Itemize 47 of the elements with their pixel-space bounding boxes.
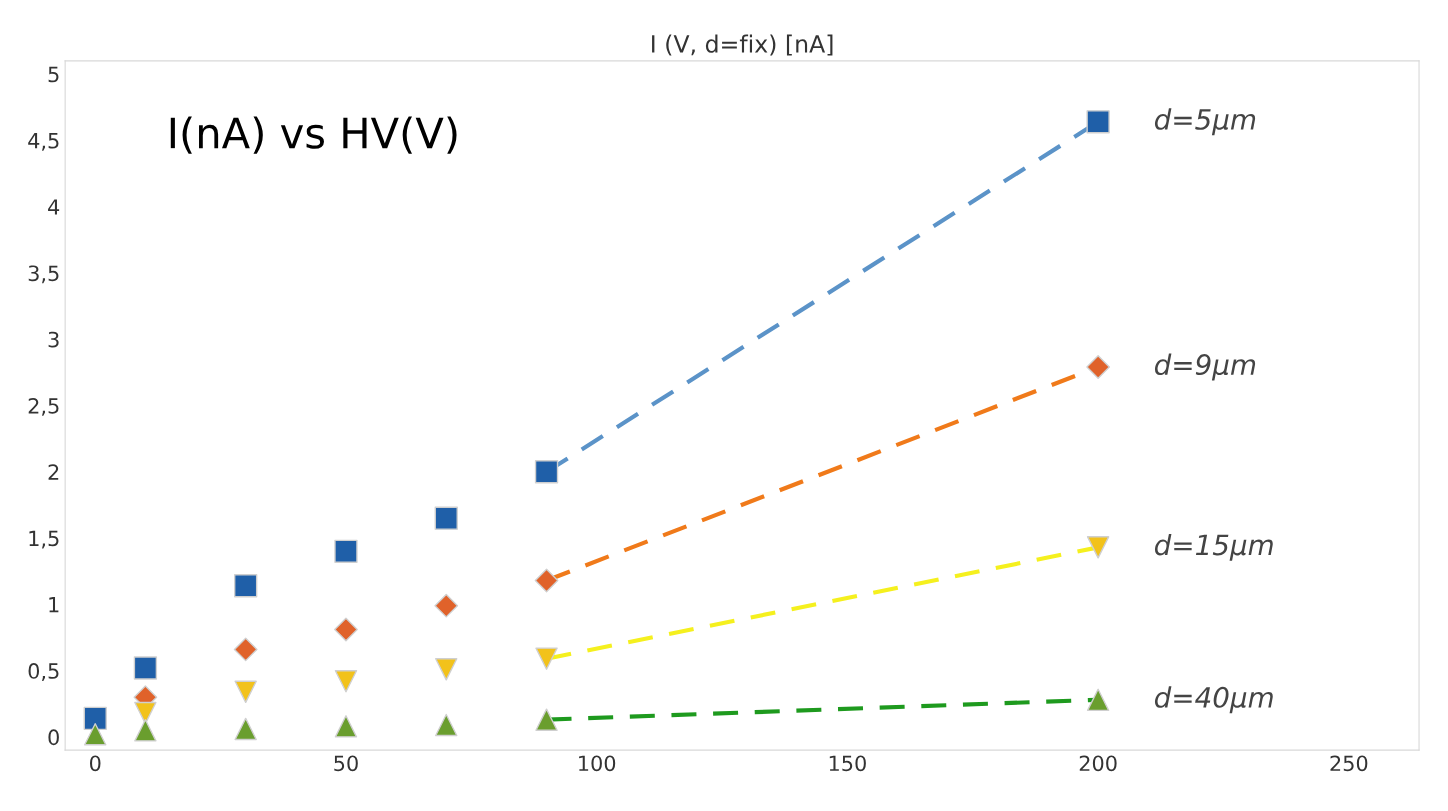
point (334, 539, 358, 563)
y-tick-label: 0 (48, 729, 59, 746)
series-label: d=40μm (1154, 686, 1273, 714)
point (1086, 688, 1110, 712)
y-tick-label: 5 (48, 66, 59, 83)
point (234, 717, 257, 741)
point (535, 647, 558, 670)
point (535, 708, 558, 731)
x-tick-label: 50 (334, 755, 358, 772)
point (1086, 536, 1110, 559)
y-tick-label: 1,5 (29, 530, 59, 549)
y-tick-label: 1 (49, 597, 59, 613)
y-tick-label: 3 (48, 331, 59, 348)
point (435, 658, 458, 681)
point (334, 715, 358, 738)
point (1086, 355, 1111, 379)
point (133, 656, 158, 680)
point (84, 723, 107, 746)
point (83, 706, 107, 731)
y-tick-label: 3,5 (28, 265, 59, 284)
point (234, 574, 258, 598)
point (434, 593, 459, 618)
chart-title: I (V, d=fix) [nA] (652, 34, 833, 56)
point (534, 568, 559, 593)
x-tick-label: 0 (89, 755, 101, 772)
point (234, 680, 257, 704)
y-tick-label: 4,5 (28, 133, 59, 151)
series-label: d=5μm (1154, 108, 1256, 136)
point (435, 713, 458, 737)
point (534, 460, 559, 484)
x-tick-label: 200 (1079, 755, 1117, 772)
y-tick-label: 2,5 (28, 397, 59, 416)
point (334, 617, 358, 642)
series-label: d=15μm (1154, 533, 1273, 561)
y-tick-label: 4 (48, 199, 60, 215)
x-tick-label: 250 (1330, 755, 1368, 772)
point (1086, 110, 1110, 134)
point (233, 637, 258, 662)
x-tick-label: 150 (829, 755, 866, 772)
y-tick-label: 0,5 (28, 663, 59, 681)
y-tick-label: 2 (48, 464, 59, 480)
point (334, 670, 358, 693)
series-label: d=9μm (1154, 353, 1256, 381)
point (434, 506, 458, 530)
annotation: I(nA) vs HV(V) (170, 116, 457, 154)
point (134, 719, 157, 742)
x-tick-label: 100 (579, 755, 616, 772)
